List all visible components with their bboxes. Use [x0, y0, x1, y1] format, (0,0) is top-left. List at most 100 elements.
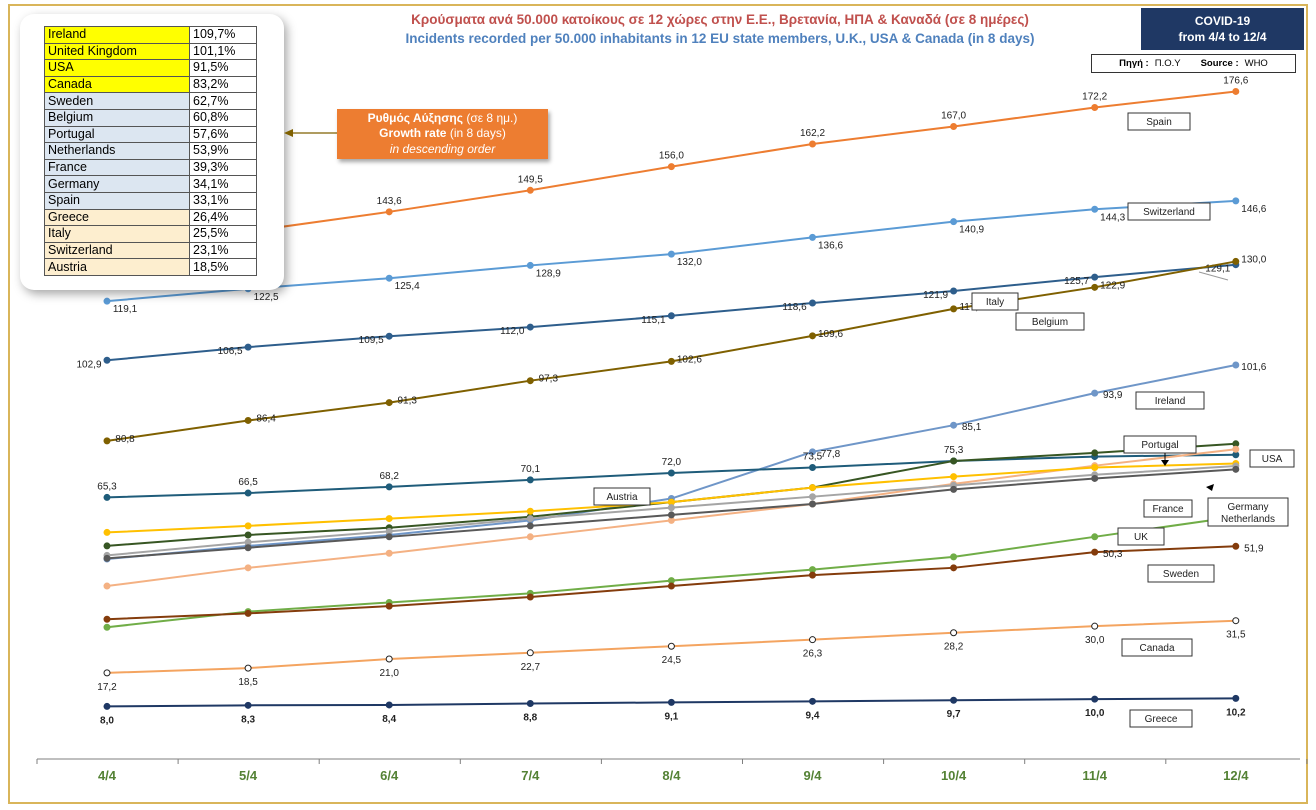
x-tick-label: 4/4: [98, 768, 117, 783]
data-point: [809, 500, 816, 508]
source-box: Πηγή : Π.Ο.Υ Source : WHO: [1091, 54, 1296, 73]
data-point: [667, 250, 675, 258]
ranking-country: Greece: [44, 208, 190, 227]
ranking-country: Netherlands: [44, 142, 190, 160]
data-point: [667, 469, 675, 477]
ranking-country: USA: [44, 59, 190, 77]
data-label: 118,6: [782, 302, 807, 313]
ranking-row: Spain 33,1%: [44, 191, 257, 210]
series-callout-box: [593, 487, 651, 506]
data-label: 10,0: [1085, 708, 1105, 719]
data-point: [1232, 465, 1240, 473]
ranking-value: 62,7%: [189, 92, 257, 110]
x-tick-label: 5/4: [239, 768, 258, 783]
data-point: [103, 582, 111, 590]
data-label: 31,5: [1226, 630, 1246, 641]
data-point: [950, 696, 958, 704]
data-point: [809, 233, 816, 241]
data-point: [1091, 449, 1099, 457]
covid-period-badge: COVID-19 from 4/4 to 12/4: [1141, 8, 1304, 50]
data-point: [809, 448, 816, 456]
data-label: 122,9: [1100, 280, 1125, 291]
ranking-country: Portugal: [44, 125, 190, 144]
data-point: [809, 484, 816, 492]
data-point: [950, 564, 958, 572]
data-point: [1091, 283, 1099, 291]
growth-note-sub-greek: (σε 8 ημ.): [463, 110, 518, 125]
data-label: 72,0: [662, 457, 682, 468]
data-label: 86,4: [256, 413, 276, 424]
series-callout-box: [1117, 527, 1165, 546]
data-label: 128,9: [536, 268, 561, 279]
growth-rate-ranking-panel: Ireland 109,7% United Kingdom 101,1% USA 91,5…: [20, 14, 284, 290]
data-label: 28,2: [944, 642, 964, 653]
data-point: [244, 701, 252, 709]
data-label: 144,3: [1100, 212, 1125, 223]
data-point: [1091, 104, 1099, 112]
ranking-row: Switzerland 23,1%: [44, 241, 257, 260]
series-callout-label: Canada: [1139, 643, 1174, 654]
data-point: [950, 287, 958, 295]
data-point: [809, 493, 816, 501]
series-callout-label: Netherlands: [1221, 514, 1275, 525]
data-point: [103, 542, 111, 550]
arrow-up-icon: [1206, 484, 1214, 491]
ranking-country: Belgium: [44, 108, 190, 127]
data-label: 85,1: [962, 422, 982, 433]
data-point: [1091, 474, 1099, 482]
series-callout-label: Switzerland: [1143, 207, 1195, 218]
ranking-value: 18,5%: [189, 258, 257, 276]
ranking-value: 57,6%: [189, 125, 257, 144]
data-label: 115,1: [641, 315, 666, 326]
series-callout-box: [1207, 497, 1289, 527]
ranking-value: 60,8%: [189, 108, 257, 127]
ranking-row: Canada 83,2%: [44, 75, 257, 94]
data-point: [385, 533, 393, 541]
data-label: 140,9: [959, 225, 984, 236]
data-label: 22,7: [521, 662, 541, 673]
growth-note-order: in descending order: [389, 141, 496, 156]
growth-note-sub-english: (in 8 days): [446, 126, 506, 141]
data-point: [385, 332, 393, 340]
ranking-country: Germany: [44, 175, 190, 193]
data-label: 156,0: [659, 151, 684, 162]
data-label: 102,6: [677, 354, 702, 365]
data-point: [526, 476, 534, 484]
data-point: [950, 218, 958, 226]
x-tick-label: 6/4: [380, 768, 399, 783]
ranking-row: Germany 34,1%: [44, 175, 257, 193]
ranking-country: Sweden: [44, 92, 190, 110]
series-callout-label: Greece: [1145, 714, 1178, 725]
ranking-row: Italy 25,5%: [44, 225, 257, 243]
x-tick-label: 7/4: [521, 768, 540, 783]
data-label: 121,9: [923, 290, 948, 301]
data-label: 30,0: [1085, 635, 1105, 646]
x-tick-label: 8/4: [662, 768, 681, 783]
data-label: 101,6: [1241, 362, 1266, 373]
ranking-country: Switzerland: [44, 241, 190, 260]
data-label: 167,0: [941, 110, 966, 121]
data-point: [1091, 548, 1099, 556]
data-point: [385, 655, 393, 663]
data-point: [950, 421, 958, 429]
series-callout-box: [1127, 112, 1191, 131]
data-label: 122,5: [254, 292, 279, 303]
data-point: [809, 464, 816, 472]
series-callout-label: Portugal: [1141, 440, 1178, 451]
data-point: [667, 582, 675, 590]
data-point: [526, 515, 534, 523]
data-label: 106,5: [218, 346, 243, 357]
data-label: 109,5: [359, 335, 384, 346]
series-callout-box: [1015, 312, 1085, 331]
growth-note-title-greek: Ρυθμός Αύξησης: [367, 110, 464, 125]
ranking-value: 34,1%: [189, 175, 257, 193]
source-value-english: WHO: [1244, 58, 1268, 69]
growth-note-title-english: Growth rate: [379, 126, 447, 141]
data-point: [667, 163, 675, 171]
data-label: 21,0: [379, 668, 399, 679]
data-label: 93,9: [1103, 390, 1123, 401]
data-point: [1091, 533, 1099, 541]
series-callout-label: Austria: [606, 492, 638, 503]
ranking-value: 109,7%: [189, 26, 257, 44]
